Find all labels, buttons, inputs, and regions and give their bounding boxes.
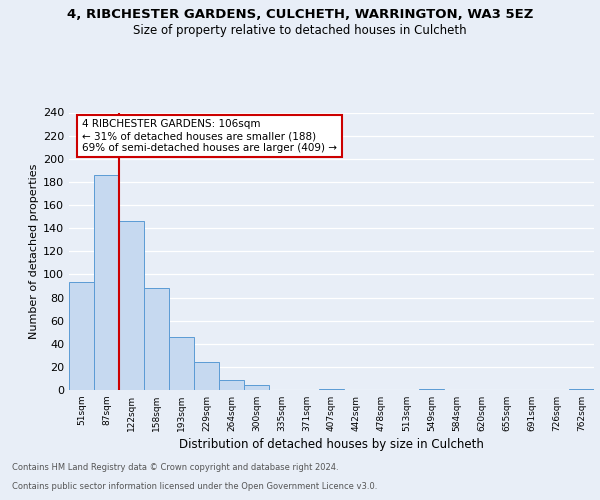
Y-axis label: Number of detached properties: Number of detached properties	[29, 164, 39, 339]
Bar	[194, 362, 219, 390]
Bar	[119, 221, 144, 390]
Text: 4, RIBCHESTER GARDENS, CULCHETH, WARRINGTON, WA3 5EZ: 4, RIBCHESTER GARDENS, CULCHETH, WARRING…	[67, 8, 533, 20]
Text: Contains public sector information licensed under the Open Government Licence v3: Contains public sector information licen…	[12, 482, 377, 491]
Bar	[219, 380, 244, 390]
Text: 4 RIBCHESTER GARDENS: 106sqm
← 31% of detached houses are smaller (188)
69% of s: 4 RIBCHESTER GARDENS: 106sqm ← 31% of de…	[82, 120, 337, 152]
Bar	[419, 389, 444, 390]
Bar	[169, 337, 194, 390]
X-axis label: Distribution of detached houses by size in Culcheth: Distribution of detached houses by size …	[179, 438, 484, 451]
Bar	[319, 389, 344, 390]
Bar	[244, 386, 269, 390]
Bar	[69, 282, 94, 390]
Bar	[569, 389, 594, 390]
Bar	[144, 288, 169, 390]
Text: Contains HM Land Registry data © Crown copyright and database right 2024.: Contains HM Land Registry data © Crown c…	[12, 464, 338, 472]
Text: Size of property relative to detached houses in Culcheth: Size of property relative to detached ho…	[133, 24, 467, 37]
Bar	[94, 175, 119, 390]
